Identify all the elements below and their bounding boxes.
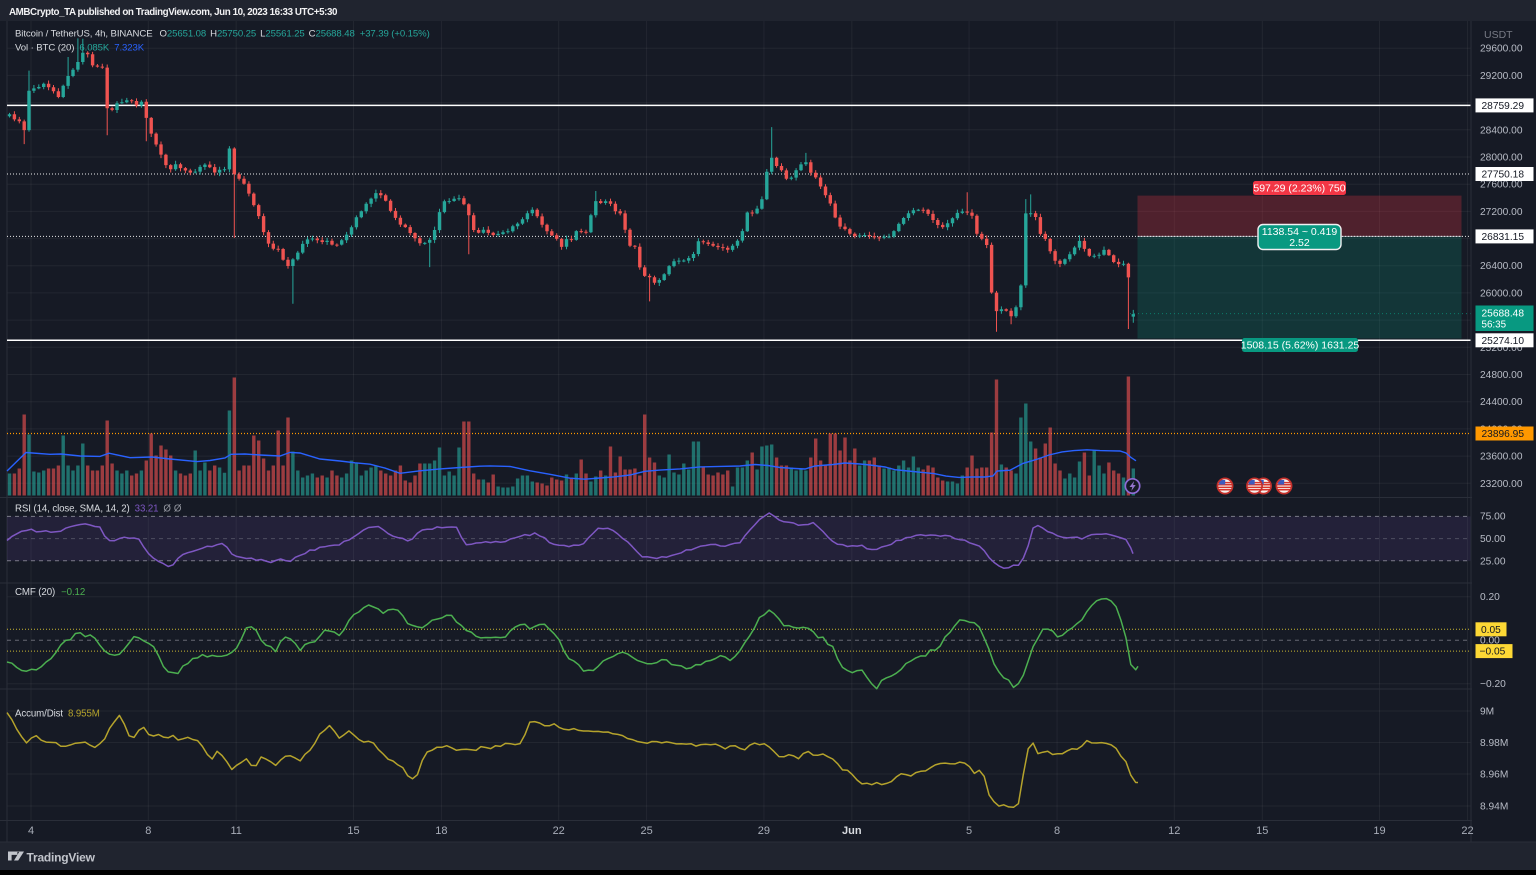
svg-text:29: 29 — [758, 825, 770, 837]
svg-text:25: 25 — [640, 825, 652, 837]
svg-text:−0.20: −0.20 — [1480, 679, 1506, 690]
svg-text:27600.00: 27600.00 — [1480, 180, 1523, 191]
svg-text:15: 15 — [347, 825, 359, 837]
svg-text:5: 5 — [966, 825, 972, 837]
svg-text:1138.54 ~ 0.419: 1138.54 ~ 0.419 — [1262, 226, 1338, 238]
svg-text:2.52: 2.52 — [1289, 237, 1310, 249]
svg-text:12: 12 — [1168, 825, 1180, 837]
svg-text:27750.18: 27750.18 — [1482, 170, 1525, 181]
svg-text:22: 22 — [553, 825, 565, 837]
svg-text:25274.10: 25274.10 — [1482, 336, 1525, 347]
svg-text:TradingView: TradingView — [27, 851, 96, 865]
svg-text:23600.00: 23600.00 — [1480, 452, 1523, 463]
svg-text:Jun: Jun — [842, 825, 862, 837]
svg-text:RSI (14, close, SMA, 14, 2)33.: RSI (14, close, SMA, 14, 2) 33.21 Ø Ø — [15, 504, 182, 515]
svg-text:0.00: 0.00 — [1480, 636, 1500, 647]
svg-text:CMF (20)−0.12: CMF (20) −0.12 — [15, 587, 85, 598]
svg-text:23200.00: 23200.00 — [1480, 479, 1523, 490]
svg-text:9M: 9M — [1480, 707, 1494, 718]
svg-text:23896.95: 23896.95 — [1482, 429, 1525, 440]
svg-text:USDT: USDT — [1484, 29, 1513, 41]
svg-text:56:35: 56:35 — [1482, 319, 1507, 330]
svg-text:28000.00: 28000.00 — [1480, 153, 1523, 164]
svg-text:26831.15: 26831.15 — [1482, 232, 1525, 243]
svg-text:19: 19 — [1373, 825, 1385, 837]
svg-text:25688.48: 25688.48 — [1482, 309, 1525, 320]
svg-text:28759.29: 28759.29 — [1482, 101, 1525, 112]
svg-text:18: 18 — [435, 825, 447, 837]
svg-text:28400.00: 28400.00 — [1480, 125, 1523, 136]
svg-text:24400.00: 24400.00 — [1480, 397, 1523, 408]
svg-text:8.96M: 8.96M — [1480, 770, 1508, 781]
svg-text:597.29 (2.23%) 750: 597.29 (2.23%) 750 — [1253, 183, 1345, 195]
svg-text:29600.00: 29600.00 — [1480, 44, 1523, 55]
svg-text:Bitcoin / TetherUS, 4h, BINANC: Bitcoin / TetherUS, 4h, BINANCE O25651.08… — [15, 29, 430, 40]
svg-text:75.00: 75.00 — [1480, 512, 1506, 523]
svg-text:50.00: 50.00 — [1480, 534, 1506, 545]
svg-text:4: 4 — [28, 825, 34, 837]
svg-text:29200.00: 29200.00 — [1480, 71, 1523, 82]
svg-text:22: 22 — [1461, 825, 1473, 837]
svg-text:8: 8 — [145, 825, 151, 837]
svg-text:−0.05: −0.05 — [1480, 647, 1506, 658]
svg-text:27200.00: 27200.00 — [1480, 207, 1523, 218]
svg-text:11: 11 — [230, 825, 241, 837]
svg-text:15: 15 — [1256, 825, 1268, 837]
svg-text:0.05: 0.05 — [1481, 625, 1501, 636]
svg-text:1508.15 (5.62%) 1631.25: 1508.15 (5.62%) 1631.25 — [1241, 340, 1360, 352]
svg-text:25.00: 25.00 — [1480, 557, 1506, 568]
svg-text:8: 8 — [1054, 825, 1060, 837]
svg-text:AMBCrypto_TA published on Trad: AMBCrypto_TA published on TradingView.co… — [9, 7, 338, 18]
svg-text:8.98M: 8.98M — [1480, 738, 1508, 749]
svg-text:26400.00: 26400.00 — [1480, 261, 1523, 272]
svg-text:8.94M: 8.94M — [1480, 802, 1508, 813]
svg-text:25200.00: 25200.00 — [1480, 343, 1523, 354]
svg-text:26000.00: 26000.00 — [1480, 288, 1523, 299]
svg-text:0.20: 0.20 — [1480, 592, 1500, 603]
svg-text:24800.00: 24800.00 — [1480, 370, 1523, 381]
